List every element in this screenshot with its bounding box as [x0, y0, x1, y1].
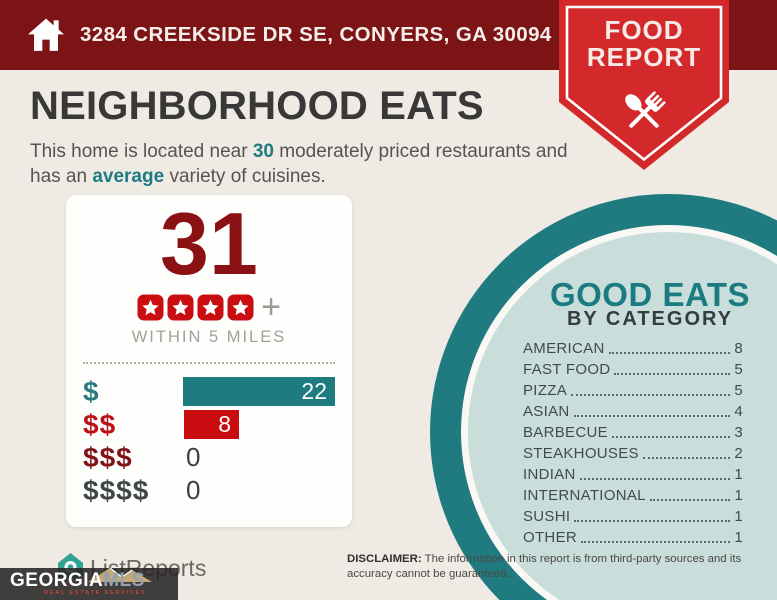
star-rating: + — [66, 288, 352, 326]
category-label: BARBECUE — [523, 424, 608, 441]
category-count: 5 — [734, 382, 743, 399]
category-label: ASIAN — [523, 403, 570, 420]
price-bar-value: 8 — [218, 411, 231, 437]
price-tier-label: $$$$ — [83, 474, 150, 506]
category-row: OTHER 1 — [523, 526, 743, 547]
total-restaurants: 31 — [160, 194, 258, 293]
property-address: 3284 CREEKSIDE DR SE, CONYERS, GA 30094 — [80, 23, 552, 46]
category-row: INDIAN 1 — [523, 463, 743, 484]
price-tier-label: $$ — [83, 408, 117, 440]
category-row: AMERICAN 8 — [523, 337, 743, 358]
category-count: 2 — [734, 445, 743, 462]
category-label: INDIAN — [523, 466, 576, 483]
price-tier-row: $$$ 0 — [83, 441, 335, 473]
badge-title: FOOD REPORT — [559, 17, 729, 71]
category-label: FAST FOOD — [523, 361, 611, 378]
report-summary: This home is located near 30 moderately … — [30, 139, 575, 189]
price-tier-label: $$$ — [83, 441, 133, 473]
dot-leader — [573, 415, 731, 417]
category-count: 1 — [734, 466, 743, 483]
stats-card: 31 + WITHIN 5 MILES $ 22 $$ — [66, 195, 352, 527]
dot-leader — [649, 499, 731, 501]
dot-leader — [571, 394, 731, 396]
category-row: SUSHI 1 — [523, 505, 743, 526]
good-eats-title: GOOD EATS — [549, 276, 751, 313]
category-row: ASIAN 4 — [523, 400, 743, 421]
crossed-utensils-icon — [625, 91, 666, 128]
category-label: SUSHI — [523, 508, 571, 525]
category-label: PIZZA — [523, 382, 568, 399]
price-bar-track: 8 — [184, 410, 335, 439]
dot-leader — [574, 520, 731, 522]
price-bar: 22 — [183, 377, 335, 406]
star-icon — [167, 294, 194, 320]
summary-text-2: moderately priced restaurants and has an — [30, 141, 568, 187]
category-count: 3 — [734, 424, 743, 441]
category-count: 5 — [734, 361, 743, 378]
dot-leader — [608, 352, 731, 354]
dot-leader — [642, 457, 731, 459]
dotted-divider — [83, 362, 335, 364]
disclaimer-label: DISCLAIMER: — [347, 553, 422, 565]
good-eats-subtitle: BY CATEGORY — [566, 308, 734, 330]
price-bar-value: 22 — [301, 378, 327, 404]
category-row: STEAKHOUSES 2 — [523, 442, 743, 463]
price-bar-track: 0 — [184, 442, 335, 472]
radius-label: WITHIN 5 MILES — [131, 328, 287, 346]
star-icon — [197, 294, 224, 320]
plus-icon: + — [261, 288, 281, 326]
food-report-badge: FOOD REPORT — [559, 0, 729, 172]
disclaimer-text: The information in this report is from t… — [347, 553, 742, 580]
price-zero-value: 0 — [186, 475, 201, 505]
category-row: PIZZA 5 — [523, 379, 743, 400]
category-count: 1 — [734, 487, 743, 504]
dot-leader — [579, 478, 731, 480]
home-icon — [28, 18, 64, 51]
summary-text-1: This home is located near — [30, 141, 253, 162]
price-zero-value: 0 — [186, 442, 201, 472]
mountain-icon — [88, 567, 152, 582]
georgia-mls-name-2: MLS — [103, 570, 145, 591]
price-bar: 8 — [184, 410, 239, 439]
category-row: FAST FOOD 5 — [523, 358, 743, 379]
category-label: OTHER — [523, 529, 577, 546]
star-icon — [227, 294, 254, 320]
variety-emphasis: average — [92, 166, 165, 187]
georgia-mls-name-1: GEORGIA — [10, 570, 104, 591]
ribbon-shape — [559, 0, 729, 170]
category-row: BARBECUE 3 — [523, 421, 743, 442]
dot-leader — [611, 436, 731, 438]
star-icon — [137, 294, 164, 320]
price-tier-row: $$$$ 0 — [83, 474, 335, 506]
category-count: 8 — [734, 340, 743, 357]
badge-line2: REPORT — [586, 42, 702, 72]
category-row: INTERNATIONAL 1 — [523, 484, 743, 505]
price-tier-row: $ 22 — [83, 375, 335, 407]
dot-leader — [614, 373, 731, 375]
georgia-mls-tagline: REAL ESTATE SERVICES — [44, 590, 147, 596]
summary-text-3: variety of cuisines. — [164, 166, 326, 187]
price-bar-track: 0 — [184, 475, 335, 505]
restaurant-count: 30 — [252, 141, 274, 162]
price-bar-track: 22 — [183, 377, 335, 406]
category-label: STEAKHOUSES — [523, 445, 639, 462]
category-label: AMERICAN — [523, 340, 605, 357]
category-count: 1 — [734, 508, 743, 525]
georgia-mls-logo: GEORGIA MLS REAL ESTATE SERVICES — [0, 567, 178, 600]
category-label: INTERNATIONAL — [523, 487, 646, 504]
dot-leader — [581, 541, 731, 543]
badge-line1: FOOD — [604, 15, 684, 45]
price-tier-row: $$ 8 — [83, 408, 335, 440]
page-title: NEIGHBORHOOD EATS — [30, 84, 484, 128]
price-tier-label: $ — [83, 375, 100, 407]
price-tier-chart: $ 22 $$ 8 $$$ 0 $$$$ — [83, 375, 335, 506]
disclaimer: DISCLAIMER: The information in this repor… — [347, 552, 757, 581]
category-count: 1 — [734, 529, 743, 546]
category-list: AMERICAN 8 FAST FOOD 5 PIZZA 5 ASIAN 4 B… — [523, 337, 743, 547]
category-count: 4 — [734, 403, 743, 420]
